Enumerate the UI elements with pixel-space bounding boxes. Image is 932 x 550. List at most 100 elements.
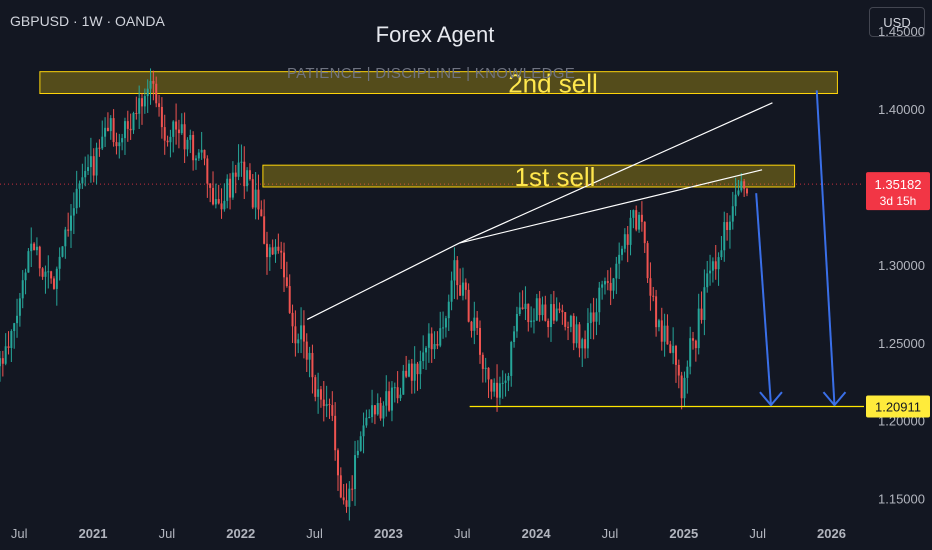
candle-up xyxy=(513,331,516,343)
candle-up xyxy=(717,257,720,270)
candle-down xyxy=(578,324,581,349)
candle-up xyxy=(58,256,61,269)
candle-down xyxy=(302,325,305,342)
candle-up xyxy=(629,217,632,245)
candle-up xyxy=(393,387,396,389)
candle-down xyxy=(203,149,206,159)
candle-down xyxy=(98,147,101,149)
candle-up xyxy=(422,352,425,362)
candle-up xyxy=(581,339,584,349)
candle-down xyxy=(456,260,459,286)
candle-down xyxy=(714,261,717,270)
candle-up xyxy=(16,315,19,324)
candle-up xyxy=(300,325,303,340)
candle-up xyxy=(72,208,75,216)
support-price-tag xyxy=(866,395,930,418)
candle-down xyxy=(544,304,547,321)
candle-up xyxy=(240,161,243,163)
candle-down xyxy=(646,243,649,279)
candle-up xyxy=(555,308,558,321)
candle-down xyxy=(220,203,223,210)
candle-up xyxy=(89,156,92,168)
candle-down xyxy=(163,127,166,141)
candle-down xyxy=(294,326,297,344)
time-tick-label: 2022 xyxy=(226,526,255,541)
projection-arrow-1 xyxy=(755,193,772,406)
candle-up xyxy=(689,338,692,367)
candle-down xyxy=(745,188,748,194)
candle-up xyxy=(737,190,740,195)
price-tick-label: 1.30000 xyxy=(878,258,925,273)
candle-up xyxy=(663,325,666,342)
time-tick-label: Jul xyxy=(602,526,619,541)
watermark-title: Forex Agent xyxy=(375,22,495,47)
currency-button[interactable]: USD xyxy=(869,7,925,37)
candle-down xyxy=(311,352,314,378)
candle-down xyxy=(277,246,280,251)
candle-down xyxy=(115,142,118,147)
candle-down xyxy=(283,252,286,278)
candle-up xyxy=(359,436,362,451)
candle-down xyxy=(342,497,345,501)
candle-up xyxy=(484,367,487,369)
candle-up xyxy=(317,389,320,397)
candle-up xyxy=(30,243,33,252)
candle-up xyxy=(740,181,743,191)
candle-up xyxy=(121,138,124,143)
candle-down xyxy=(666,325,669,345)
candle-up xyxy=(603,281,606,285)
candle-up xyxy=(24,272,27,281)
candle-up xyxy=(143,96,146,107)
candle-up xyxy=(376,403,379,415)
candle-down xyxy=(655,296,658,328)
candle-down xyxy=(609,282,612,291)
time-tick-label: Jul xyxy=(749,526,766,541)
candle-up xyxy=(461,282,464,296)
candle-up xyxy=(473,317,476,331)
candle-up xyxy=(101,136,104,149)
candle-down xyxy=(135,112,138,114)
candle-down xyxy=(430,333,433,350)
candle-down xyxy=(331,405,334,416)
candle-up xyxy=(731,206,734,222)
candle-up xyxy=(575,324,578,344)
candle-up xyxy=(507,375,510,381)
candle-up xyxy=(595,312,598,322)
candle-up xyxy=(231,172,234,198)
candle-up xyxy=(70,215,73,231)
candle-up xyxy=(638,214,641,230)
candle-up xyxy=(550,304,553,328)
candle-down xyxy=(680,375,683,399)
zone-label-1: 2nd sell xyxy=(508,69,598,99)
time-tick-label: 2025 xyxy=(669,526,698,541)
candle-up xyxy=(254,189,257,208)
candle-up xyxy=(10,331,13,349)
candle-down xyxy=(584,339,587,349)
candle-up xyxy=(615,263,618,279)
candle-up xyxy=(297,339,300,344)
candle-up xyxy=(390,387,393,411)
candle-down xyxy=(379,403,382,419)
candle-up xyxy=(728,221,731,231)
candle-up xyxy=(237,162,240,177)
candle-up xyxy=(189,134,192,140)
candle-down xyxy=(396,387,399,399)
candle-down xyxy=(265,243,268,258)
candle-up xyxy=(686,366,689,378)
candle-up xyxy=(84,170,87,178)
candle-down xyxy=(328,404,331,406)
candle-up xyxy=(589,312,592,324)
candle-up xyxy=(132,112,135,131)
current-price-tag xyxy=(866,172,930,211)
candle-up xyxy=(118,142,121,147)
sell-zone-2 xyxy=(262,164,796,188)
candle-down xyxy=(567,326,570,328)
candle-down xyxy=(470,321,473,331)
candle-down xyxy=(339,475,342,498)
candle-down xyxy=(192,134,195,161)
candle-up xyxy=(413,363,416,381)
candle-down xyxy=(592,312,595,322)
candle-down xyxy=(640,214,643,222)
candle-up xyxy=(385,391,388,406)
